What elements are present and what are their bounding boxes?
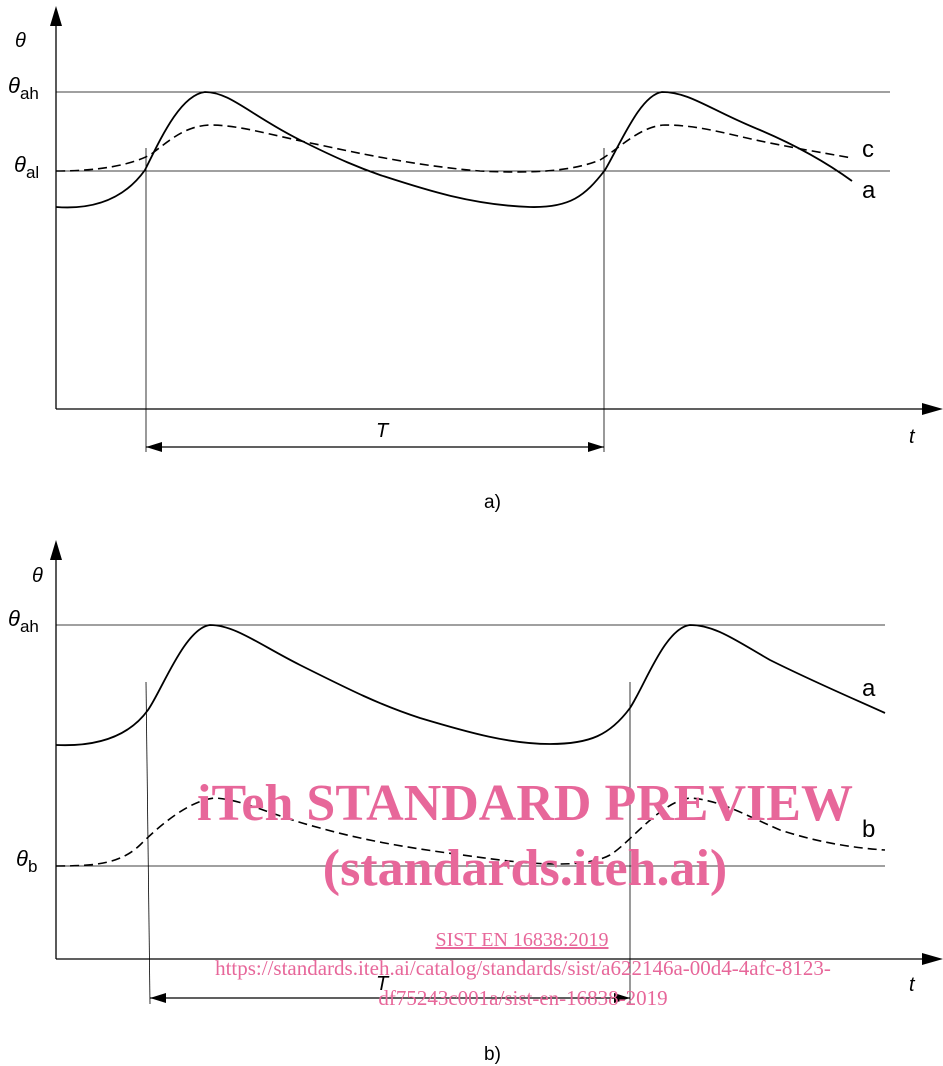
panel-b-x-arrow [922, 953, 943, 965]
watermark-url-line1[interactable]: https://standards.iteh.ai/catalog/standa… [215, 956, 831, 980]
panel-a-y-axis-label: θ [15, 30, 26, 52]
panel-a: θ t θah θal c a T a) [8, 6, 943, 513]
panel-b-period-start [145, 681, 151, 1005]
panel-b-curve-b [55, 797, 886, 867]
panel-b-y-axis-label: θ [32, 565, 43, 587]
panel-a-x-arrow [922, 403, 943, 415]
watermark-subtitle: (standards.iteh.ai) [323, 840, 727, 897]
watermark: iTeh STANDARD PREVIEW (standards.iteh.ai… [197, 775, 853, 1010]
panel-b-curve-b-label: b [862, 816, 875, 843]
watermark-title: iTeh STANDARD PREVIEW [197, 775, 853, 832]
panel-b-level-b-label: θb [16, 846, 37, 876]
panel-a-period-label: T [376, 420, 390, 442]
panel-a-curve-c-label: c [862, 136, 874, 163]
panel-a-curve-a [55, 91, 853, 209]
panel-a-caption: a) [484, 492, 501, 513]
panel-a-y-arrow [50, 6, 62, 26]
panel-a-x-axis-label: t [909, 426, 916, 448]
panel-b: θ t θah θb a b T b) [8, 540, 943, 1065]
panel-a-level-ah-label: θah [8, 73, 39, 103]
panel-a-curve-c [55, 124, 853, 173]
watermark-link[interactable]: SIST EN 16838:2019 [436, 929, 609, 951]
panel-b-curve-a [55, 624, 886, 747]
panel-b-caption: b) [484, 1044, 501, 1065]
panel-a-curve-a-label: a [862, 177, 876, 204]
panel-a-level-al-label: θal [14, 152, 39, 182]
panel-b-x-axis-label: t [909, 974, 916, 996]
watermark-url-line2[interactable]: df75243c001a/sist-en-16838-2019 [378, 986, 667, 1010]
panel-b-curve-a-label: a [862, 675, 876, 702]
panel-b-y-arrow [50, 540, 62, 560]
panel-b-period-label: T [376, 973, 390, 995]
panel-b-level-ah-label: θah [8, 606, 39, 636]
